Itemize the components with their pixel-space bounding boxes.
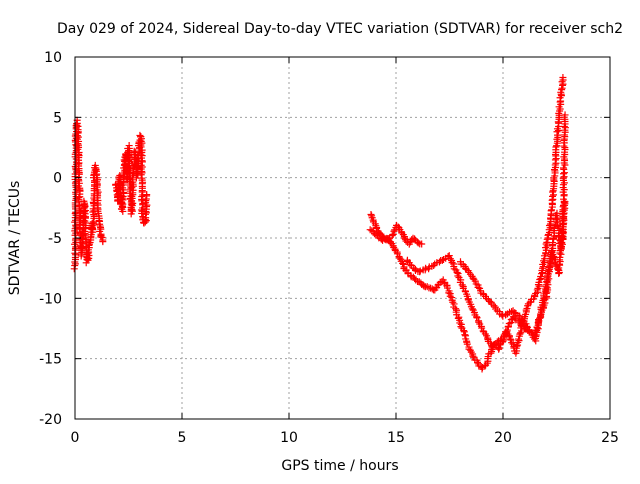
data-point [396, 254, 404, 262]
data-point [503, 326, 511, 334]
x-axis-label: GPS time / hours [281, 458, 398, 474]
data-point [414, 239, 422, 247]
x-tick-label: 15 [387, 430, 405, 446]
data-point [508, 339, 516, 347]
data-point [406, 261, 414, 269]
data-point [542, 240, 550, 248]
grid-lines [75, 57, 610, 419]
data-point [460, 327, 468, 335]
data-point [493, 338, 501, 346]
data-point [542, 281, 550, 289]
data-point [383, 235, 391, 243]
x-tick-label: 0 [71, 430, 80, 446]
data-point [561, 169, 569, 177]
data-point [449, 298, 457, 306]
x-tick-label: 20 [494, 430, 512, 446]
data-point [423, 283, 431, 291]
data-point [468, 305, 476, 313]
data-point [390, 227, 398, 235]
data-point [130, 151, 138, 159]
data-point [473, 358, 481, 366]
data-point [388, 232, 396, 240]
data-point [473, 314, 481, 322]
data-point [128, 184, 136, 192]
data-point [536, 276, 544, 284]
y-tick-label: 0 [53, 171, 62, 187]
data-point [561, 198, 569, 206]
data-point [89, 224, 97, 232]
data-point [490, 302, 498, 310]
data-point [454, 272, 462, 280]
data-point [114, 197, 122, 205]
y-tick-label: 5 [53, 110, 62, 126]
data-point [387, 238, 395, 246]
data-point [461, 331, 469, 339]
data-point [522, 306, 530, 314]
data-point [445, 252, 453, 260]
y-tick-label: -5 [48, 231, 62, 247]
data-point [561, 111, 569, 119]
data-point [508, 308, 516, 316]
chart-title: Day 029 of 2024, Sidereal Day-to-day VTE… [57, 21, 623, 37]
axis-ticks: 0 5 10 15 20 25 -20 -15 -10 -5 0 5 10 [39, 50, 619, 446]
data-point [83, 255, 91, 263]
data-point [138, 209, 146, 217]
y-axis-label: SDTVAR / TECUs [7, 181, 23, 296]
data-point [73, 121, 81, 129]
data-point [559, 74, 567, 82]
data-point [552, 143, 560, 151]
data-point [500, 331, 508, 339]
data-point [457, 323, 465, 331]
data-point [458, 281, 466, 289]
data-point [453, 268, 461, 276]
data-point [516, 330, 524, 338]
data-point [446, 292, 454, 300]
y-tick-label: -15 [39, 352, 62, 368]
x-tick-label: 25 [601, 430, 619, 446]
data-point [137, 143, 145, 151]
data-point [475, 318, 483, 326]
data-point [559, 164, 567, 172]
data-point [398, 229, 406, 237]
data-point [143, 191, 151, 199]
data-point [543, 235, 551, 243]
data-point [89, 218, 97, 226]
data-point [506, 335, 514, 343]
x-tick-label: 10 [280, 430, 298, 446]
data-point [450, 265, 458, 273]
data-point [389, 230, 397, 238]
data-point [513, 342, 521, 350]
data-point [549, 188, 557, 196]
data-point [418, 240, 426, 248]
data-point [495, 344, 503, 352]
data-point [533, 286, 541, 294]
data-point [487, 349, 495, 357]
data-point [76, 193, 84, 201]
data-point [99, 238, 107, 246]
x-tick-label: 5 [178, 430, 187, 446]
data-point [456, 319, 464, 327]
data-points [70, 74, 569, 373]
y-tick-label: -20 [39, 412, 62, 428]
data-point [399, 259, 407, 267]
data-point [518, 316, 526, 324]
data-point [366, 226, 374, 234]
y-tick-label: 10 [44, 50, 62, 66]
data-point [430, 262, 438, 270]
data-point [445, 289, 453, 297]
data-point [448, 259, 456, 267]
data-point [469, 352, 477, 360]
y-tick-label: -10 [39, 291, 62, 307]
data-point [79, 239, 87, 247]
data-point [550, 223, 558, 231]
data-point [400, 234, 408, 242]
data-point [137, 150, 145, 158]
data-point [136, 131, 144, 139]
data-point [502, 328, 510, 336]
